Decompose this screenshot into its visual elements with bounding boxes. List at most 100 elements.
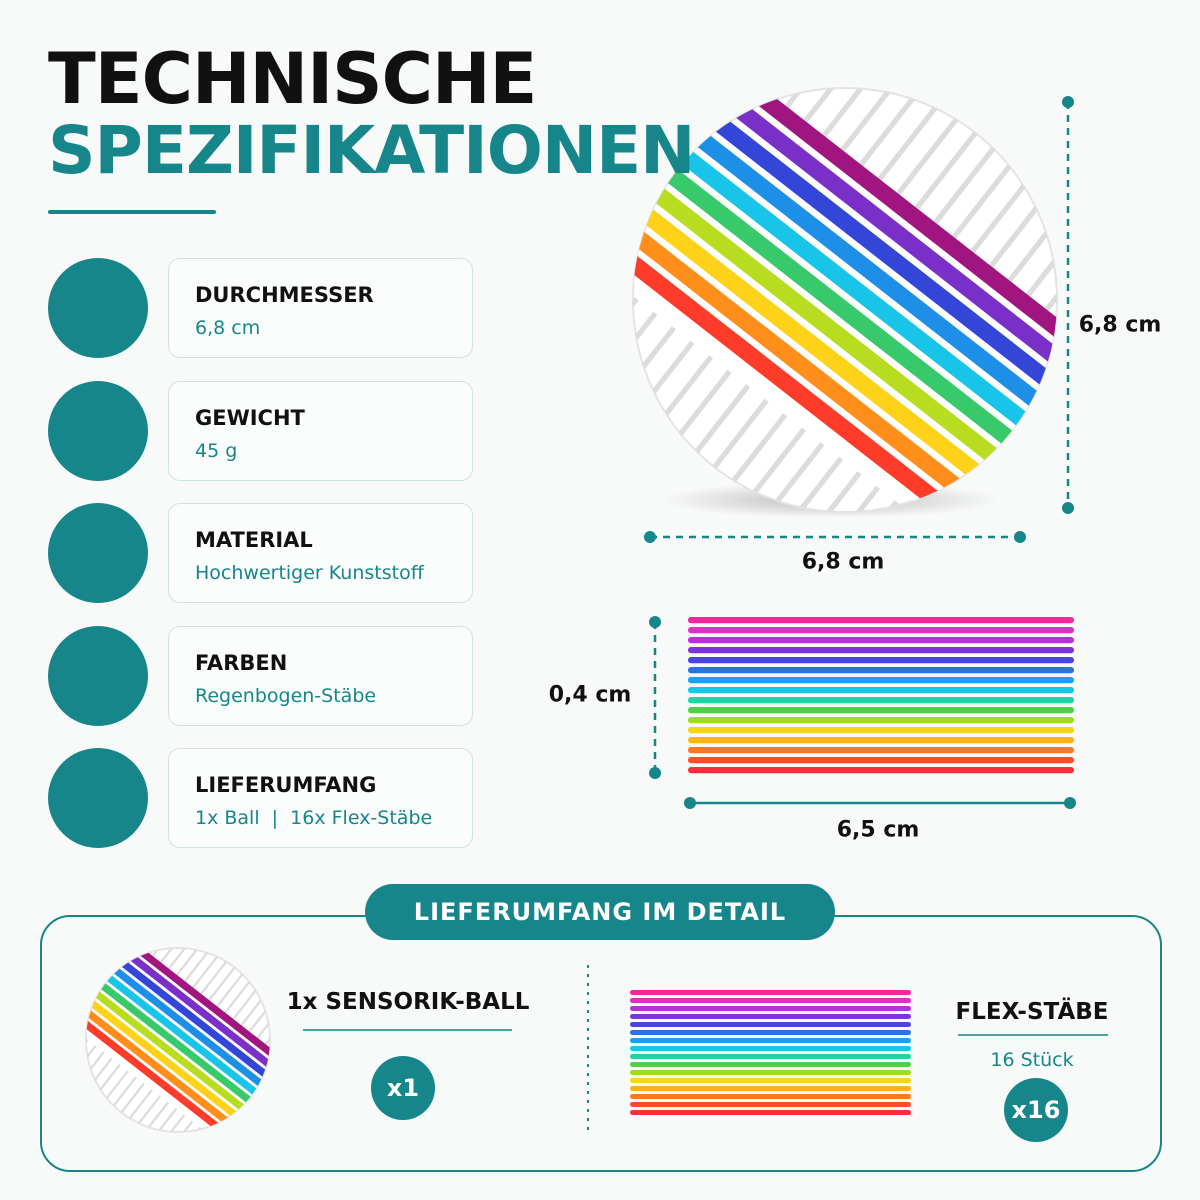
ridge xyxy=(766,88,830,94)
spec-icon xyxy=(48,380,148,481)
spec-icon xyxy=(48,748,148,848)
ridge xyxy=(128,1089,153,1120)
stick xyxy=(688,637,1074,644)
stick xyxy=(688,717,1074,724)
ridge xyxy=(9,995,32,1024)
ball-stripe xyxy=(633,88,1057,473)
spec-label: MATERIAL xyxy=(195,528,313,552)
dimension-label: 6,8 cm xyxy=(1078,312,1162,338)
sticks-image-small xyxy=(630,990,911,1115)
ridge xyxy=(882,531,934,598)
ball-stripe xyxy=(86,986,262,1132)
ridge xyxy=(1177,336,1200,411)
ridge xyxy=(914,131,978,210)
ridge xyxy=(633,311,658,382)
spec-label: LIEFERUMFANG xyxy=(195,773,377,797)
ridge xyxy=(693,384,751,455)
ridge xyxy=(234,1172,257,1200)
stick xyxy=(630,1014,911,1019)
dimension-label: 0,4 cm xyxy=(548,682,632,708)
spec-card: DURCHMESSER 6,8 cm xyxy=(168,258,473,358)
stick xyxy=(630,998,911,1003)
ball-image-small xyxy=(9,947,271,1200)
ridge xyxy=(136,1095,162,1126)
ridge xyxy=(657,0,716,5)
spec-value: 1x Ball | 16x Flex-Stäbe xyxy=(195,807,433,829)
ridge xyxy=(730,413,788,484)
ridge xyxy=(750,2,809,77)
ridge xyxy=(455,197,507,264)
ball-stripe xyxy=(633,88,1057,454)
ridge xyxy=(167,948,196,970)
ridge xyxy=(547,270,599,337)
ridge xyxy=(859,88,922,167)
dimension-label: 6,5 cm xyxy=(836,817,920,843)
stick xyxy=(688,667,1074,674)
ridge xyxy=(768,442,825,512)
dimension-lines xyxy=(303,96,1108,1135)
ridge xyxy=(805,471,862,512)
stick xyxy=(688,627,1074,634)
stick xyxy=(630,990,911,995)
ridge xyxy=(1026,218,1057,297)
ball-stripe xyxy=(86,948,270,1123)
spec-card: MATERIAL Hochwertiger Kunststoff xyxy=(168,503,473,603)
stick xyxy=(688,697,1074,704)
ridge xyxy=(970,174,1034,254)
ridge xyxy=(712,398,769,469)
stick xyxy=(688,677,1074,684)
detail-box xyxy=(40,915,1162,1172)
ridge xyxy=(104,1070,129,1101)
ridge xyxy=(176,948,204,976)
title-underline xyxy=(48,210,216,214)
ridge xyxy=(529,255,581,322)
ball-stripe xyxy=(633,177,1039,512)
stick xyxy=(630,1006,911,1011)
spec-icon xyxy=(48,503,148,603)
ridge xyxy=(208,966,236,1001)
ridge xyxy=(120,1082,145,1114)
spec-label: DURCHMESSER xyxy=(195,283,374,307)
ridge xyxy=(896,116,960,196)
stick xyxy=(630,1038,911,1043)
stick xyxy=(688,617,1074,624)
detail-banner: LIEFERUMFANG IM DETAIL xyxy=(365,884,835,940)
ridge xyxy=(566,284,618,351)
ridge xyxy=(264,1010,270,1045)
ridge xyxy=(951,160,1015,239)
ball-stripe xyxy=(633,159,1053,512)
ball-stripe xyxy=(95,948,270,1091)
stick xyxy=(688,737,1074,744)
ridge xyxy=(675,0,734,20)
stick xyxy=(630,1070,911,1075)
spec-value: 6,8 cm xyxy=(195,317,261,339)
ridge xyxy=(473,212,525,279)
spec-label: GEWICHT xyxy=(195,405,305,430)
stick xyxy=(630,1110,911,1115)
ball-stripe xyxy=(633,104,1057,510)
ridge xyxy=(1158,321,1200,396)
ridge xyxy=(96,1063,121,1095)
ridge xyxy=(192,954,220,989)
ridge xyxy=(900,545,952,612)
spec-icon xyxy=(48,625,148,726)
stick xyxy=(688,647,1074,654)
stick xyxy=(688,707,1074,714)
ball-count-badge: x1 xyxy=(371,1056,435,1120)
stick xyxy=(630,1078,911,1083)
stick xyxy=(688,727,1074,734)
ball-stripe xyxy=(89,948,270,1099)
sticks-image xyxy=(688,617,1074,774)
stick xyxy=(630,1046,911,1051)
ball-stripes xyxy=(9,948,270,1200)
ball-stripe xyxy=(86,978,269,1132)
ridge xyxy=(749,427,806,498)
stick xyxy=(688,757,1074,764)
ridge xyxy=(675,369,732,440)
ball-stripe xyxy=(86,970,270,1132)
ridge xyxy=(152,1107,178,1132)
sticks-label: FLEX-STÄBE xyxy=(955,999,1109,1025)
ridge xyxy=(232,985,260,1020)
